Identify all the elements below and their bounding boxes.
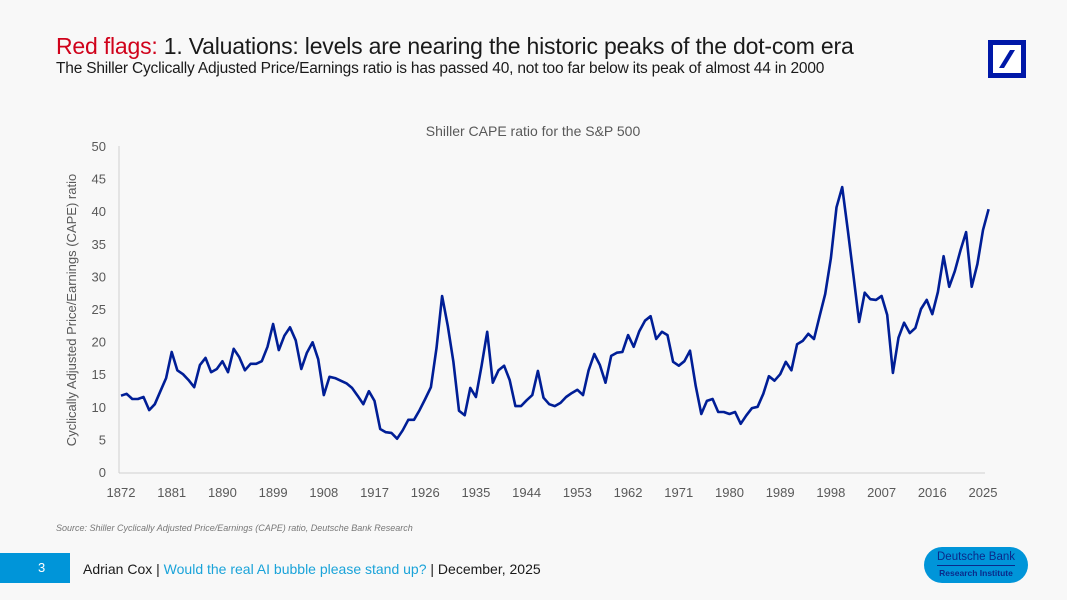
cape-line-chart: Shiller CAPE ratio for the S&P 500 Cycli…: [64, 123, 998, 500]
badge-underline: [937, 565, 1015, 566]
y-tick-label: 15: [92, 367, 106, 382]
research-institute-badge[interactable]: Deutsche Bank Research Institute: [924, 547, 1028, 583]
y-tick-label: 10: [92, 400, 106, 415]
x-tick-label: 1908: [309, 485, 338, 500]
footer-author: Adrian Cox |: [83, 561, 164, 577]
x-tick-labels: 1872 1881 1890 1899 1908 1917 1926 1935 1944 1953…: [107, 485, 998, 500]
x-tick-label: 1971: [664, 485, 693, 500]
x-tick-label: 1872: [107, 485, 136, 500]
x-tick-label: 2016: [918, 485, 947, 500]
x-tick-label: 1935: [461, 485, 490, 500]
x-tick-label: 1890: [208, 485, 237, 500]
title-main: 1. Valuations: levels are nearing the hi…: [157, 33, 854, 59]
x-tick-label: 2007: [867, 485, 896, 500]
y-tick-label: 50: [92, 139, 106, 154]
badge-line1: Deutsche Bank: [937, 551, 1015, 563]
x-tick-label: 1962: [614, 485, 643, 500]
source-note: Source: Shiller Cyclically Adjusted Pric…: [56, 523, 413, 533]
x-tick-label: 1953: [563, 485, 592, 500]
y-tick-label: 20: [92, 335, 106, 350]
y-tick-label: 45: [92, 172, 106, 187]
y-tick-label: 5: [99, 432, 106, 447]
x-tick-label: 2025: [969, 485, 998, 500]
page-number-box: 3: [0, 553, 70, 583]
title-red-flags: Red flags:: [56, 33, 158, 59]
slide-title: Red flags: 1. Valuations: levels are nea…: [56, 33, 854, 60]
y-tick-label: 25: [92, 302, 106, 317]
footer-report-link[interactable]: Would the real AI bubble please stand up…: [163, 561, 427, 577]
x-tick-label: 1944: [512, 485, 541, 500]
footer-date: | December, 2025: [426, 561, 541, 577]
deutsche-bank-logo-icon: [988, 40, 1026, 78]
page-number: 3: [38, 560, 46, 575]
y-tick-labels: 0 5 10 15 20 25 30 35 40 45 50: [92, 139, 106, 480]
x-tick-label: 1917: [360, 485, 389, 500]
series-line-shiller-cape: [120, 185, 990, 441]
badge-line2: Research Institute: [939, 568, 1013, 578]
y-axis-label: Cyclically Adjusted Price/Earnings (CAPE…: [64, 174, 79, 446]
x-tick-label: 1980: [715, 485, 744, 500]
x-tick-label: 1998: [816, 485, 845, 500]
slash-icon: [999, 50, 1015, 68]
x-tick-label: 1989: [766, 485, 795, 500]
y-tick-label: 35: [92, 237, 106, 252]
slide-subtitle: The Shiller Cyclically Adjusted Price/Ea…: [56, 60, 825, 77]
y-tick-label: 30: [92, 269, 106, 284]
x-tick-label: 1926: [411, 485, 440, 500]
series-group: [120, 185, 990, 441]
chart-title: Shiller CAPE ratio for the S&P 500: [426, 123, 641, 139]
x-tick-label: 1899: [259, 485, 288, 500]
y-tick-label: 40: [92, 204, 106, 219]
x-tick-label: 1881: [157, 485, 186, 500]
footer-text: Adrian Cox | Would the real AI bubble pl…: [83, 561, 541, 577]
y-tick-label: 0: [99, 465, 106, 480]
